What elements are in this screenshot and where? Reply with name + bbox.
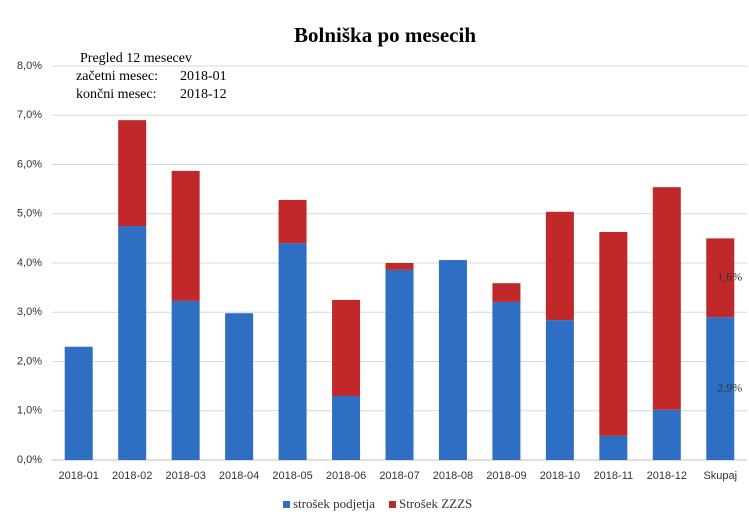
legend-swatch <box>283 501 290 508</box>
legend-label: strošek podjetja <box>293 496 375 511</box>
chart-title: Bolniška po mesecih <box>294 23 476 47</box>
annotation: 2018-01 <box>180 69 227 84</box>
bar-segment <box>385 263 414 270</box>
bar-segment <box>171 170 200 301</box>
x-tick-label: 2018-01 <box>59 470 99 482</box>
bar-segment <box>118 226 147 460</box>
bar-segment <box>599 231 628 436</box>
data-label: 1,6% <box>717 270 742 284</box>
annotation: 2018-12 <box>180 87 227 102</box>
x-tick-label: 2018-12 <box>647 470 687 482</box>
x-tick-label: 2018-09 <box>486 470 526 482</box>
y-tick-label: 1,0% <box>17 405 42 417</box>
x-tick-label: 2018-02 <box>112 470 152 482</box>
annotation: Pregled 12 mesecev <box>80 51 192 66</box>
bar-segment <box>545 320 574 460</box>
bar-segment <box>278 199 307 244</box>
x-tick-label: 2018-06 <box>326 470 366 482</box>
bar-segment <box>118 120 147 227</box>
y-tick-label: 2,0% <box>17 355 42 367</box>
y-tick-label: 8,0% <box>17 60 42 72</box>
bar-segment <box>706 317 735 460</box>
x-tick-label: 2018-07 <box>379 470 419 482</box>
y-tick-label: 4,0% <box>17 257 42 269</box>
bar-segment <box>599 435 628 460</box>
legend-label: Strošek ZZZS <box>399 496 472 511</box>
bar-segment <box>171 300 200 460</box>
bar-segment <box>225 313 254 460</box>
x-tick-label: 2018-05 <box>272 470 312 482</box>
annotation: končni mesec: <box>76 87 156 102</box>
y-tick-label: 7,0% <box>17 109 42 121</box>
x-tick-label: 2018-03 <box>165 470 205 482</box>
x-tick-label: 2018-08 <box>433 470 473 482</box>
bar-segment <box>492 301 521 460</box>
bar-segment <box>332 395 361 460</box>
bar-segment <box>545 211 574 321</box>
annotation: začetni mesec: <box>76 69 158 84</box>
x-tick-label: 2018-11 <box>594 470 634 482</box>
y-tick-label: 0,0% <box>17 454 42 466</box>
x-tick-label: 2018-10 <box>540 470 580 482</box>
y-tick-label: 6,0% <box>17 158 42 170</box>
x-tick-label: 2018-04 <box>219 470 259 482</box>
x-tick-label: Skupaj <box>703 470 737 482</box>
bar-segment <box>64 346 93 460</box>
legend-swatch <box>388 501 396 508</box>
bar-segment <box>492 283 521 302</box>
bar-segment <box>332 299 361 396</box>
y-tick-label: 3,0% <box>17 306 42 318</box>
y-tick-label: 5,0% <box>17 208 42 220</box>
bar-segment <box>652 187 681 410</box>
bar-segment <box>385 269 414 460</box>
bar-segment <box>706 238 735 318</box>
bar-segment <box>438 260 467 460</box>
bar-segment <box>278 243 307 460</box>
data-label: 2,9% <box>717 380 742 394</box>
bar-segment <box>652 409 681 460</box>
